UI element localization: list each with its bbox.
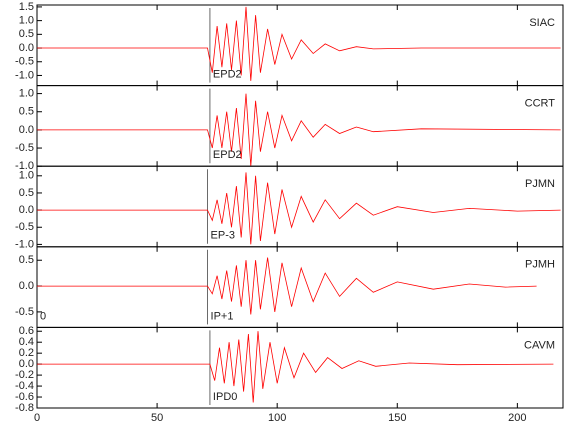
phase-label: EPD2 [213, 149, 242, 161]
y-tick-label: -1.0 [15, 69, 34, 81]
y-tick-label: -1.0 [15, 238, 34, 250]
y-tick-label: -0.6 [15, 391, 34, 403]
panel-frame [36, 326, 564, 409]
y-tick-label: 0.5 [19, 28, 34, 40]
y-tick-label: -0.8 [15, 402, 34, 414]
y-tick-label: 0.6 [19, 325, 34, 337]
phase-label: EPD2 [213, 69, 242, 81]
y-tick-label: 0.2 [19, 347, 34, 359]
corner-label: 0 [40, 310, 46, 322]
y-tick-label: 1.5 [19, 1, 34, 13]
trace [37, 257, 537, 315]
y-tick-label: -0.5 [15, 142, 34, 154]
y-tick-label: 0.0 [19, 42, 34, 54]
y-tick-label: -0.5 [15, 56, 34, 68]
y-tick-label: 0.5 [19, 187, 34, 199]
trace [37, 172, 561, 245]
station-label: CCRT [525, 98, 556, 110]
y-tick-label: 1.0 [19, 170, 34, 182]
y-tick-label: 0.0 [19, 204, 34, 216]
y-tick-label: 0.0 [19, 124, 34, 136]
station-label: PJMN [525, 178, 555, 190]
y-tick-label: 0.4 [19, 336, 34, 348]
x-tick-label: 200 [508, 412, 526, 424]
y-tick-label: 0.5 [19, 106, 34, 118]
panel-frame [36, 165, 564, 248]
y-tick-label: 0.0 [19, 280, 34, 292]
y-tick-label: 0.0 [19, 358, 34, 370]
y-tick-label: 1.0 [19, 15, 34, 27]
trace [37, 6, 561, 81]
y-tick-label: -0.5 [15, 306, 34, 318]
phase-label: IP+1 [211, 310, 234, 322]
trace [37, 331, 554, 403]
phase-label: EP-3 [211, 230, 235, 242]
station-label: SIAC [529, 17, 555, 29]
y-tick-label: -1.0 [15, 160, 34, 172]
x-tick-label: 150 [388, 412, 406, 424]
y-tick-label: -0.4 [15, 380, 34, 392]
y-tick-label: 0.5 [19, 254, 34, 266]
y-tick-label: -0.2 [15, 369, 34, 381]
station-label: CAVM [524, 339, 555, 351]
station-label: PJMH [525, 259, 555, 271]
x-tick-label: 50 [151, 412, 163, 424]
panel-frame [36, 4, 564, 87]
y-tick-label: -0.5 [15, 221, 34, 233]
panel-frame [36, 85, 564, 167]
x-tick-label: 0 [34, 412, 40, 424]
trace [37, 93, 561, 167]
x-tick-label: 100 [268, 412, 286, 424]
y-tick-label: 1.0 [19, 87, 34, 99]
phase-label: IPD0 [213, 391, 237, 403]
panel-frame [36, 246, 564, 328]
